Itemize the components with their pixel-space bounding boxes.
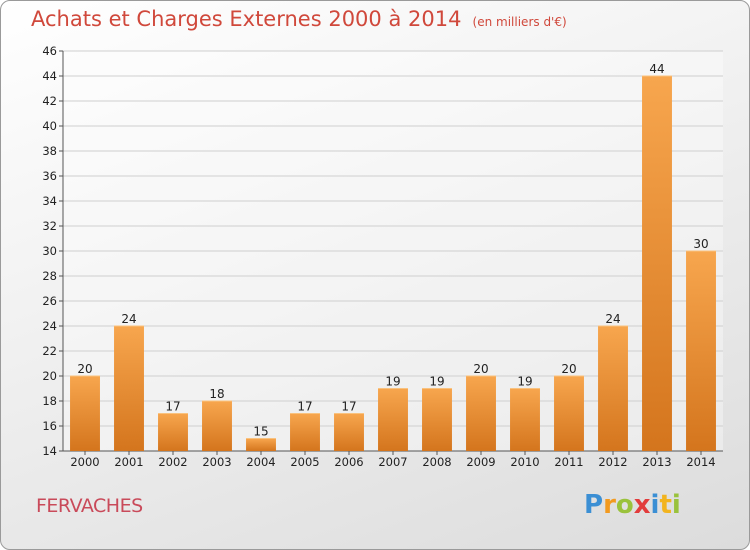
data-label: 19	[429, 375, 444, 389]
x-tick-label: 2005	[290, 455, 319, 469]
brand-letter: t	[659, 490, 672, 520]
x-tick-label: 2010	[510, 455, 539, 469]
data-label: 24	[121, 312, 136, 326]
data-label: 30	[693, 237, 708, 251]
y-tick-label: 18	[42, 394, 57, 408]
x-tick-label: 2009	[466, 455, 495, 469]
bar	[510, 388, 540, 451]
chart-unit: (en milliers d'€)	[472, 15, 567, 29]
brand-letter: P	[584, 490, 604, 520]
data-label: 20	[77, 362, 92, 376]
x-tick-label: 2013	[642, 455, 671, 469]
bar	[686, 251, 716, 451]
y-tick-label: 26	[42, 294, 57, 308]
y-tick-label: 20	[42, 369, 57, 383]
x-tick-label: 2004	[246, 455, 275, 469]
y-tick-label: 22	[42, 344, 57, 358]
bar	[290, 413, 320, 451]
bar	[598, 326, 628, 451]
data-label: 18	[209, 387, 224, 401]
x-tick-label: 2012	[598, 455, 627, 469]
bar	[378, 388, 408, 451]
brand-letter: r	[603, 490, 616, 520]
y-tick-label: 28	[42, 269, 57, 283]
y-tick-label: 38	[42, 144, 57, 158]
data-label: 19	[385, 375, 400, 389]
brand-letter: o	[615, 490, 634, 520]
bar	[158, 413, 188, 451]
x-tick-label: 2006	[334, 455, 363, 469]
x-tick-label: 2011	[554, 455, 583, 469]
brand-logo: Proxiti	[584, 490, 681, 520]
bar	[642, 76, 672, 451]
bar	[422, 388, 452, 451]
y-tick-label: 34	[42, 194, 57, 208]
x-tick-label: 2001	[114, 455, 143, 469]
y-tick-label: 16	[42, 419, 57, 433]
y-tick-label: 40	[42, 119, 57, 133]
x-tick-label: 2008	[422, 455, 451, 469]
y-tick-label: 36	[42, 169, 57, 183]
bar	[70, 376, 100, 451]
bar	[246, 438, 276, 451]
brand-letter: i	[650, 490, 660, 520]
data-label: 20	[561, 362, 576, 376]
y-tick-label: 42	[42, 94, 57, 108]
y-tick-label: 32	[42, 219, 57, 233]
x-tick-label: 2002	[158, 455, 187, 469]
data-label: 15	[253, 425, 268, 439]
x-tick-label: 2007	[378, 455, 407, 469]
brand-letter: x	[633, 490, 651, 520]
bar	[114, 326, 144, 451]
data-label: 17	[297, 400, 312, 414]
data-label: 17	[341, 400, 356, 414]
chart-title-block: Achats et Charges Externes 2000 à 2014 (…	[31, 7, 567, 31]
data-label: 19	[517, 375, 532, 389]
data-label: 20	[473, 362, 488, 376]
bar	[334, 413, 364, 451]
bar	[554, 376, 584, 451]
data-label: 17	[165, 400, 180, 414]
data-label: 44	[649, 62, 664, 76]
x-tick-label: 2000	[70, 455, 99, 469]
bar	[202, 401, 232, 451]
chart-title: Achats et Charges Externes 2000 à 2014	[31, 7, 462, 31]
y-tick-label: 46	[42, 44, 57, 58]
x-tick-label: 2003	[202, 455, 231, 469]
brand-letter: i	[671, 490, 681, 520]
y-tick-label: 44	[42, 69, 57, 83]
y-tick-label: 24	[42, 319, 57, 333]
data-label: 24	[605, 312, 620, 326]
y-tick-label: 30	[42, 244, 57, 258]
y-tick-label: 14	[42, 444, 57, 458]
bar	[466, 376, 496, 451]
commune-name: FERVACHES	[36, 495, 143, 517]
x-tick-label: 2014	[686, 455, 715, 469]
